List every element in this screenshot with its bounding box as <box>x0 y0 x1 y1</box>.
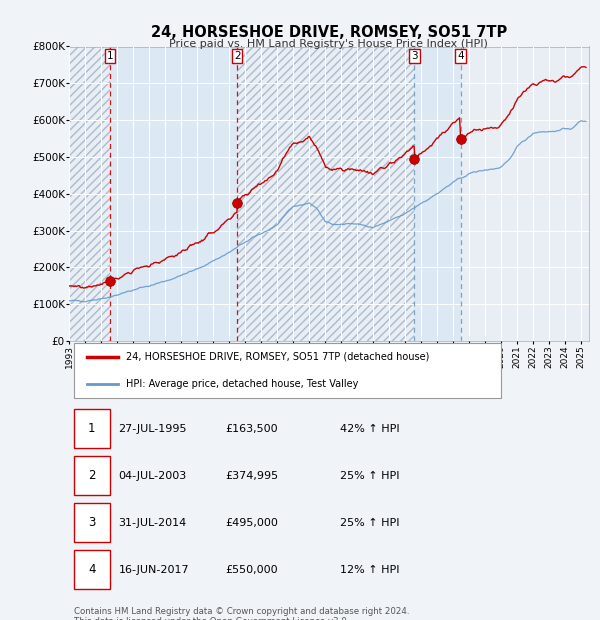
Text: 24, HORSESHOE DRIVE, ROMSEY, SO51 7TP: 24, HORSESHOE DRIVE, ROMSEY, SO51 7TP <box>151 25 507 40</box>
FancyBboxPatch shape <box>74 409 110 448</box>
Text: 3: 3 <box>411 51 418 61</box>
Text: Price paid vs. HM Land Registry's House Price Index (HPI): Price paid vs. HM Land Registry's House … <box>169 39 488 49</box>
Text: 04-JUL-2003: 04-JUL-2003 <box>118 471 187 480</box>
FancyBboxPatch shape <box>74 456 110 495</box>
Text: 27-JUL-1995: 27-JUL-1995 <box>118 423 187 433</box>
Text: 24, HORSESHOE DRIVE, ROMSEY, SO51 7TP (detached house): 24, HORSESHOE DRIVE, ROMSEY, SO51 7TP (d… <box>126 352 430 362</box>
FancyBboxPatch shape <box>74 343 501 397</box>
Bar <box>69 46 110 341</box>
Text: 4: 4 <box>457 51 464 61</box>
Bar <box>237 46 415 341</box>
Text: 25% ↑ HPI: 25% ↑ HPI <box>340 518 399 528</box>
Text: 1: 1 <box>107 51 113 61</box>
Text: £550,000: £550,000 <box>225 565 278 575</box>
Text: 16-JUN-2017: 16-JUN-2017 <box>118 565 189 575</box>
Text: 42% ↑ HPI: 42% ↑ HPI <box>340 423 399 433</box>
FancyBboxPatch shape <box>74 551 110 589</box>
Bar <box>110 46 237 341</box>
Text: 31-JUL-2014: 31-JUL-2014 <box>118 518 187 528</box>
Text: £163,500: £163,500 <box>225 423 278 433</box>
Text: Contains HM Land Registry data © Crown copyright and database right 2024.
This d: Contains HM Land Registry data © Crown c… <box>74 606 410 620</box>
Text: £374,995: £374,995 <box>225 471 278 480</box>
Text: 4: 4 <box>88 563 95 576</box>
Text: £495,000: £495,000 <box>225 518 278 528</box>
Text: HPI: Average price, detached house, Test Valley: HPI: Average price, detached house, Test… <box>126 379 359 389</box>
Bar <box>415 46 461 341</box>
Text: 12% ↑ HPI: 12% ↑ HPI <box>340 565 399 575</box>
Text: 3: 3 <box>88 516 95 529</box>
Text: 1: 1 <box>88 422 95 435</box>
Text: 2: 2 <box>234 51 241 61</box>
FancyBboxPatch shape <box>74 503 110 542</box>
Text: 2: 2 <box>88 469 95 482</box>
Bar <box>69 46 110 341</box>
Bar <box>237 46 415 341</box>
Text: 25% ↑ HPI: 25% ↑ HPI <box>340 471 399 480</box>
